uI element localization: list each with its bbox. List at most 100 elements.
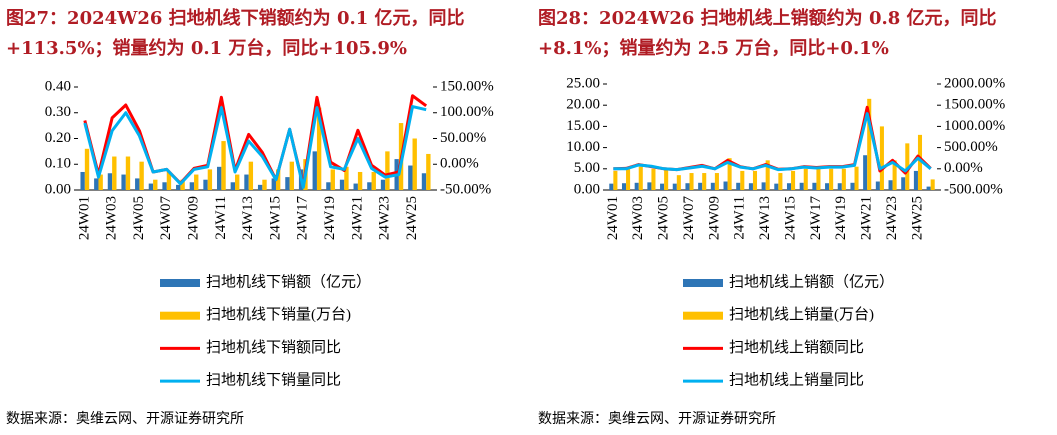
bar (651, 168, 656, 190)
y2-tick-label: 0.00% (944, 160, 983, 176)
legend-label: 扫地机线上销量同比 (729, 372, 864, 389)
bar (189, 182, 195, 190)
bar (357, 171, 363, 190)
bar (412, 138, 417, 190)
bar (685, 183, 690, 190)
bar (166, 171, 172, 190)
y-tick-label: 0.30 (45, 104, 71, 120)
bar (248, 161, 254, 190)
bar (786, 183, 792, 190)
bar (271, 178, 276, 190)
bar (698, 182, 703, 190)
legend-label: 扫地机线下销量(万台) (206, 306, 351, 323)
x-tick-label: 24W17 (295, 196, 311, 241)
x-tick-label: 24W01 (605, 196, 621, 240)
y-tick-label: 0.40 (45, 78, 71, 94)
bar (879, 126, 884, 190)
x-tick-label: 24W23 (884, 196, 900, 240)
bar (850, 182, 855, 190)
x-tick-label: 24W07 (681, 196, 697, 241)
bar (339, 179, 345, 190)
bar (80, 171, 85, 190)
bar (125, 156, 131, 190)
bar (107, 173, 113, 190)
source: 数据来源：奥维云网、开源证券研究所 (538, 411, 776, 427)
y2-tick-label: 50.00% (440, 130, 486, 146)
y-tick-label: 0.00 (574, 181, 600, 197)
bar (353, 183, 358, 190)
bar (816, 168, 821, 190)
legend-label: 扫地机线下销额（亿元） (206, 273, 371, 290)
y2-tick-label: 1000.00% (944, 118, 1005, 134)
bar (216, 166, 222, 190)
bar (736, 182, 741, 190)
bar (748, 183, 753, 190)
bar (162, 182, 167, 190)
bar (829, 168, 834, 190)
chart-title: 图28：2024W26 扫地机线上销额约为 0.8 亿元，同比+8.1%；销量约… (538, 8, 997, 59)
bar (926, 186, 931, 190)
bar (613, 170, 618, 190)
y2-tick-label: 2000.00% (944, 75, 1005, 91)
legend-swatch (160, 311, 200, 320)
bar (647, 182, 652, 190)
bar (84, 148, 90, 190)
bar (421, 173, 427, 190)
bar (803, 168, 808, 190)
bar (98, 174, 103, 190)
bar (710, 182, 715, 190)
bar (854, 166, 859, 190)
bar (761, 182, 766, 190)
bar (153, 179, 158, 190)
bar (148, 183, 154, 190)
bar (326, 182, 331, 190)
legend-swatch (683, 311, 723, 320)
x-tick-label: 24W09 (706, 196, 722, 240)
y-tick-label: 15.00 (566, 118, 600, 134)
x-tick-label: 24W05 (131, 196, 147, 240)
y-tick-label: 0.20 (45, 130, 71, 146)
bar (275, 169, 281, 190)
chart: 0.00 0.10 0.20 0.30 0.40 -50.00% 0.00% 50.00% 10… (45, 78, 494, 388)
bar (676, 175, 681, 190)
bar (312, 151, 317, 190)
bar (901, 177, 906, 190)
bar (837, 183, 842, 190)
bar (660, 183, 665, 190)
bar (714, 173, 719, 190)
panel: 图28：2024W26 扫地机线上销额约为 0.8 亿元，同比+8.1%；销量约… (532, 0, 1052, 435)
bar (203, 179, 208, 190)
line (613, 112, 932, 173)
bar (905, 143, 910, 190)
legend-label: 扫地机线上销额同比 (729, 339, 864, 356)
x-tick-label: 24W25 (404, 196, 420, 240)
bar (344, 166, 349, 190)
bar (689, 173, 694, 190)
x-tick-label: 24W03 (630, 196, 646, 240)
x-tick-label: 24W19 (833, 196, 849, 240)
bar (867, 98, 872, 190)
x-tick-label: 24W25 (909, 196, 925, 240)
bar (139, 161, 144, 190)
y2-tick-label: -50.00% (440, 181, 491, 197)
bar (609, 183, 614, 190)
bar (112, 156, 117, 190)
y-tick-label: 25.00 (566, 75, 600, 91)
bar (207, 169, 213, 190)
bar (765, 160, 770, 190)
y2-tick-label: -500.00% (944, 181, 1003, 197)
bar (244, 174, 249, 190)
bar (875, 181, 880, 190)
x-tick-label: 24W11 (732, 196, 748, 240)
bar (664, 168, 669, 190)
bar (262, 179, 267, 190)
x-tick-label: 24W01 (76, 196, 92, 240)
bar (913, 170, 918, 190)
x-tick-label: 24W13 (757, 196, 773, 240)
bar (799, 182, 804, 190)
legend-label: 扫地机线上销量(万台) (729, 306, 874, 323)
bar (235, 174, 240, 190)
x-tick-label: 24W17 (808, 196, 824, 241)
bar (930, 179, 935, 190)
